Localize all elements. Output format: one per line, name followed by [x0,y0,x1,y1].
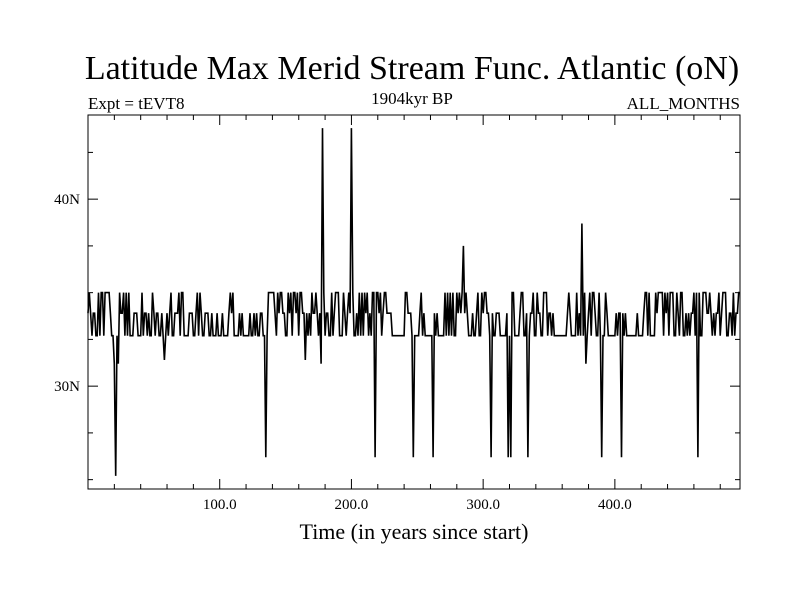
y-tick-label: 30N [54,379,80,395]
x-axis-label: Time (in years since start) [300,519,529,544]
y-tick-label: 40N [54,192,80,208]
period-label: 1904kyr BP [371,89,453,108]
chart-title: Latitude Max Merid Stream Func. Atlantic… [85,50,739,87]
experiment-label: Expt = tEVT8 [88,94,184,113]
x-tick-label: 300.0 [466,497,500,513]
months-label: ALL_MONTHS [627,94,740,113]
x-tick-label: 400.0 [598,497,632,513]
x-tick-label: 100.0 [203,497,237,513]
axis-tick-labels: 100.0 200.0 300.0 400.0 30N 40N [54,192,632,513]
x-tick-label: 200.0 [335,497,369,513]
axis-ticks [88,115,740,489]
series-line [87,128,740,476]
